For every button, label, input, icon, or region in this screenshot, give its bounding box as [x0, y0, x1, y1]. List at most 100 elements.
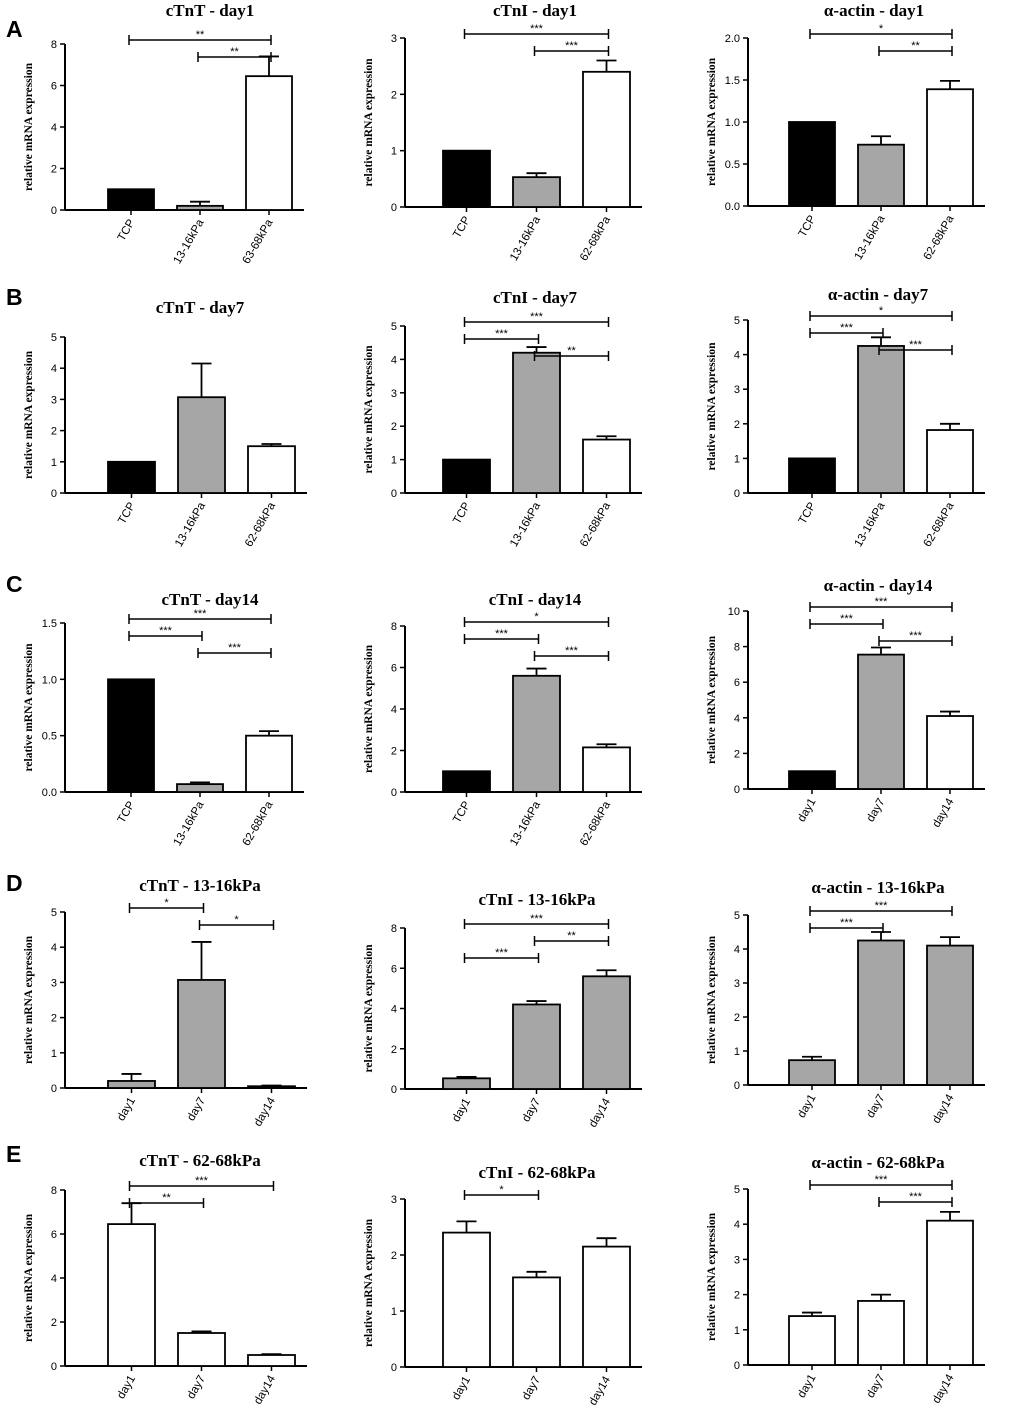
y-tick-label: 1	[391, 146, 397, 158]
y-axis-label: relative mRNA expression	[706, 57, 718, 186]
bar-day1	[442, 1231, 491, 1368]
significance-label: **	[162, 1192, 171, 1204]
chart-11: cTnI - 13-16kPa relative mRNA expression 0…	[363, 890, 642, 1130]
y-tick-label: 0	[51, 1083, 57, 1095]
y-tick-label: 4	[51, 363, 57, 375]
y-tick-label: 5	[734, 910, 740, 922]
chart-4: cTnT - day7 relative mRNA expression 0 1 2 3 4…	[23, 298, 307, 549]
y-axis-label: relative mRNA expression	[23, 935, 35, 1064]
chart-10: cTnT - 13-16kPa relative mRNA expression 0…	[23, 876, 307, 1129]
x-category-label: TCP	[116, 799, 138, 825]
chart-14: cTnI - 62-68kPa relative mRNA expression 0…	[363, 1163, 642, 1408]
x-category-label: TCP	[451, 500, 473, 526]
y-tick-label: 6	[391, 663, 397, 675]
y-tick-label: 1	[391, 455, 397, 467]
y-axis-label: relative mRNA expression	[706, 1212, 718, 1341]
chart-title: cTnT - 62-68kPa	[139, 1151, 261, 1170]
x-category-label: day7	[520, 1097, 543, 1125]
x-category-label: day1	[450, 1097, 473, 1125]
chart-6: α-actin - day7 relative mRNA expression 0 1…	[706, 285, 985, 549]
y-tick-label: 2	[391, 746, 397, 758]
y-axis-label: relative mRNA expression	[23, 1213, 35, 1342]
x-category-label: day14	[587, 1374, 613, 1408]
bar-day1	[788, 1315, 836, 1366]
x-category-label: day1	[796, 797, 819, 825]
chart-title: α-actin - day14	[824, 576, 933, 595]
chart-9: α-actin - day14 relative mRNA expression 0…	[706, 576, 985, 830]
x-category-label: day14	[931, 1372, 957, 1406]
chart-5: cTnI - day7 relative mRNA expression 0 1 2 3 4…	[363, 288, 642, 549]
y-tick-label: 3	[734, 1254, 740, 1266]
y-tick-label: 8	[391, 621, 397, 633]
significance-label: **	[196, 29, 205, 41]
panel-label-c: C	[6, 571, 23, 597]
y-tick-label: 2	[391, 1250, 397, 1262]
y-tick-label: 6	[51, 81, 57, 93]
chart-title: cTnI - day1	[493, 1, 577, 20]
x-category-label: day14	[931, 796, 957, 830]
significance-label: ***	[909, 1191, 923, 1203]
bar-day1	[107, 1080, 156, 1089]
significance-label: ***	[840, 322, 854, 334]
x-category-label: day1	[796, 1093, 819, 1121]
bar-13-16kPa	[177, 396, 226, 494]
x-category-label: 13-16kPa	[508, 799, 543, 848]
y-tick-label: 0	[391, 488, 397, 500]
panel-label-e: E	[6, 1141, 21, 1167]
significance-label: ***	[530, 913, 544, 925]
y-tick-label: 8	[51, 39, 57, 51]
x-category-label: day1	[796, 1373, 819, 1401]
chart-1: cTnT - day1 relative mRNA expression 0 2 4 6 8…	[23, 1, 304, 266]
bar-day7	[512, 1276, 561, 1368]
y-axis-label: relative mRNA expression	[363, 58, 375, 187]
bar-day1	[788, 1059, 836, 1086]
y-tick-label: 3	[734, 384, 740, 396]
x-category-label: day1	[115, 1096, 138, 1124]
y-tick-label: 0	[391, 787, 397, 799]
x-category-label: TCP	[797, 500, 819, 526]
y-tick-label: 6	[734, 677, 740, 689]
bar-day7	[857, 939, 905, 1086]
x-category-label: day7	[185, 1096, 208, 1124]
y-tick-label: 0	[734, 1080, 740, 1092]
bar-day1	[788, 770, 836, 790]
x-category-label: TCP	[116, 217, 138, 243]
y-axis-label: relative mRNA expression	[706, 635, 718, 764]
y-tick-label: 2	[391, 89, 397, 101]
significance-label: *	[879, 305, 884, 317]
significance-label: *	[234, 914, 239, 926]
chart-title: α-actin - day7	[828, 285, 929, 304]
x-category-label: day14	[587, 1096, 613, 1130]
y-tick-label: 3	[391, 33, 397, 45]
y-tick-label: 0	[51, 205, 57, 217]
y-tick-label: 0.5	[42, 731, 57, 743]
x-category-label: 13-16kPa	[172, 217, 207, 266]
x-category-label: day14	[931, 1092, 957, 1126]
chart-title: cTnI - day14	[489, 590, 582, 609]
y-tick-label: 0	[391, 202, 397, 214]
y-tick-label: 4	[391, 354, 397, 366]
y-tick-label: 5	[734, 315, 740, 327]
y-tick-label: 3	[391, 388, 397, 400]
y-tick-label: 4	[51, 122, 57, 134]
x-category-label: 13-16kPa	[172, 799, 207, 848]
y-tick-label: 2	[734, 748, 740, 760]
bar-day7	[857, 1300, 905, 1366]
significance-label: ***	[495, 947, 509, 959]
significance-label: **	[567, 930, 576, 942]
y-tick-label: 4	[734, 1219, 740, 1231]
x-category-label: 62-68kPa	[578, 799, 613, 848]
significance-label: ***	[840, 917, 854, 929]
y-axis-label: relative mRNA expression	[23, 62, 35, 191]
x-category-label: day7	[185, 1374, 208, 1402]
x-category-label: day14	[252, 1095, 278, 1129]
y-tick-label: 2	[51, 1013, 57, 1025]
y-tick-label: 5	[51, 907, 57, 919]
y-tick-label: 3	[51, 394, 57, 406]
panel-label-d: D	[6, 870, 23, 896]
y-tick-label: 0.0	[725, 201, 740, 213]
significance-label: ***	[495, 328, 509, 340]
y-tick-label: 1	[51, 457, 57, 469]
x-category-label: 13-16kPa	[173, 500, 208, 549]
